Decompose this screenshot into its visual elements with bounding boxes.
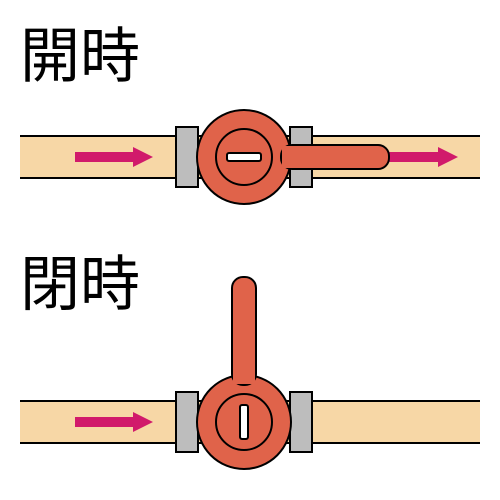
row-close-connector-1: [289, 391, 313, 453]
row-open-valve-blend: [282, 146, 298, 168]
row-close-arrow-0: [75, 410, 155, 434]
row-open-valve-slot: [226, 152, 262, 162]
row-close-valve-blend: [233, 368, 255, 384]
row-open-arrow-1: [380, 145, 460, 169]
label-close: 閉時: [20, 236, 140, 323]
label-open: 開時: [20, 8, 140, 95]
row-close-valve-slot: [239, 404, 249, 440]
row-open-arrow-0: [75, 145, 155, 169]
